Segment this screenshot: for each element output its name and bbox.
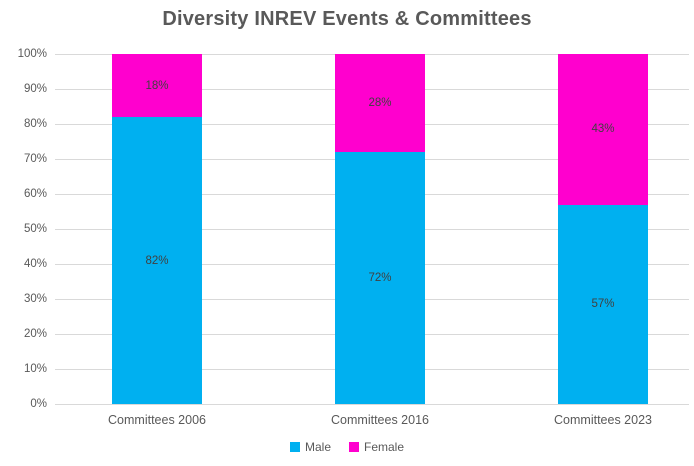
legend-item-male: Male [289,440,331,454]
y-axis-tick-label: 80% [23,118,47,130]
legend-label: Female [364,440,405,454]
y-axis-tick-label: 70% [23,153,47,165]
stacked-bar: 18% 82% [112,54,202,404]
data-label: 28% [368,97,392,109]
stacked-bar: 43% 57% [558,54,648,404]
bar-segment-female: 18% [112,54,202,117]
y-axis-tick-label: 0% [30,398,47,410]
y-axis-tick-label: 100% [17,48,47,60]
x-axis-category-label: Committees 2006 [108,413,206,427]
legend-item-female: Female [349,440,404,454]
y-axis-tick-label: 90% [23,83,47,95]
bar-segment-female: 28% [335,54,425,152]
bar-segment-male: 72% [335,152,425,404]
gridline [55,403,689,405]
legend-swatch-icon [289,442,300,452]
data-label: 72% [368,272,392,284]
chart-title: Diversity INREV Events & Committees [162,8,532,30]
data-label: 82% [145,254,169,267]
y-axis-tick-label: 30% [23,293,47,305]
data-label: 43% [591,123,615,136]
y-axis-tick-label: 60% [23,188,47,200]
stacked-bar: 28% 72% [335,54,425,404]
legend: Male Female [0,440,694,454]
bar-segment-female: 43% [558,54,648,205]
x-axis-category-label: Committees 2016 [331,413,429,427]
y-axis-tick-label: 20% [23,328,47,340]
x-axis-category-label: Committees 2023 [554,413,652,427]
data-label: 18% [145,79,169,92]
bar-segment-male: 82% [112,117,202,404]
y-axis-tick-label: 10% [23,363,47,375]
legend-swatch-icon [349,442,359,452]
plot-area: 0% 10% 20% 30% 40% 50% 60% 70% 80% 90% 100% 18% 82%… [18,48,689,427]
bar-segment-male: 57% [558,204,648,404]
y-axis-tick-label: 40% [23,258,47,270]
data-label: 57% [591,298,615,311]
legend-label: Male [304,440,331,454]
y-axis-tick-label: 50% [23,223,47,235]
